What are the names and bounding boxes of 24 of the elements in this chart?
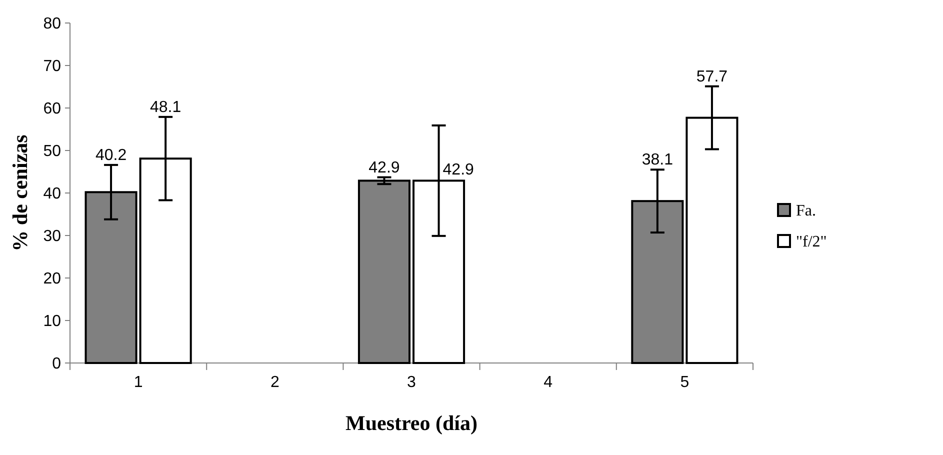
x-tick-label: 2	[270, 374, 280, 391]
y-tick-label: 60	[43, 100, 62, 118]
data-label: 42.9	[442, 162, 474, 179]
y-tick-label: 70	[43, 58, 62, 76]
x-tick-label: 1	[134, 374, 143, 391]
x-tick-label: 3	[407, 374, 416, 391]
data-label: 42.9	[368, 159, 400, 176]
data-label: 40.2	[95, 146, 127, 164]
y-tick-label: 0	[52, 356, 62, 373]
y-axis-title: % de cenizas	[8, 134, 32, 252]
data-label: 57.7	[696, 68, 728, 86]
y-tick-label: 40	[43, 186, 62, 203]
x-tick-label: 4	[544, 374, 553, 391]
x-tick-label: 5	[680, 374, 690, 391]
data-label: 48.1	[150, 98, 182, 116]
y-tick-label: 80	[43, 16, 62, 33]
legend-label: Fa.	[796, 202, 816, 220]
data-label: 38.1	[642, 152, 674, 169]
x-axis-title: Muestreo (día)	[346, 411, 478, 435]
y-tick-label: 10	[43, 313, 62, 330]
legend-label: "f/2"	[796, 234, 827, 251]
y-tick-label: 30	[43, 228, 62, 246]
y-tick-label: 50	[43, 143, 62, 160]
y-tick-label: 20	[43, 270, 62, 288]
